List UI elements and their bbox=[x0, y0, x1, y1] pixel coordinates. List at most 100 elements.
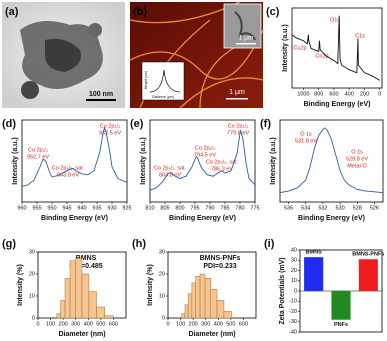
y-axis-label: Intensity (%) bbox=[17, 264, 24, 306]
y-tick-label: -10 bbox=[289, 299, 297, 305]
annotation: Co 2p₁/₂ bbox=[195, 145, 215, 151]
y-tick-label: 0 bbox=[294, 288, 297, 294]
inset-scale-label: 1 μm bbox=[239, 35, 254, 42]
x-tick-label: 930 bbox=[107, 205, 116, 211]
x-tick-label: 775 bbox=[250, 205, 259, 211]
annotation: 529.8 eV bbox=[346, 156, 368, 162]
x-tick-label: 536 bbox=[284, 205, 293, 211]
x-tick-label: 0 bbox=[36, 321, 39, 327]
x-tick-label: 785 bbox=[220, 205, 229, 211]
x-tick-label: 400 bbox=[345, 91, 354, 97]
x-axis-label: Binding Energy (eV) bbox=[41, 215, 108, 222]
x-tick-label: 950 bbox=[47, 205, 56, 211]
bar bbox=[358, 259, 378, 291]
scale-label: 1 μm bbox=[229, 89, 245, 96]
spectrum-line bbox=[279, 127, 384, 194]
histogram-bar bbox=[56, 313, 61, 319]
x-axis-label: Binding Energy (eV) bbox=[169, 215, 236, 222]
inset-xlabel: Distance (μm) bbox=[152, 95, 174, 99]
x-tick-label: 200 bbox=[360, 91, 369, 97]
annotation: 803.8 eV bbox=[159, 172, 181, 178]
panel-label: (d) bbox=[2, 118, 16, 130]
y-tick-label: 20 bbox=[159, 271, 165, 277]
histogram-bar bbox=[187, 293, 193, 319]
histogram-bar bbox=[181, 313, 186, 319]
histogram-bar bbox=[96, 306, 105, 319]
annotation: PDI=0.233 bbox=[203, 263, 236, 270]
histogram-bar bbox=[69, 260, 76, 319]
x-axis-label: Diameter (nm) bbox=[188, 331, 235, 338]
y-axis-label: Intensity (a.u.) bbox=[270, 137, 277, 184]
plot-frame bbox=[279, 119, 384, 203]
annotation: BMNS-PNFs bbox=[200, 255, 241, 262]
annotation: 952.7 eV bbox=[27, 154, 49, 160]
y-tick-label: 30 bbox=[159, 249, 165, 255]
y-tick-label: 40 bbox=[291, 247, 297, 253]
panel-label: (a) bbox=[5, 6, 19, 18]
x-tick-label: 935 bbox=[92, 205, 101, 211]
y-tick-label: 0 bbox=[162, 315, 165, 321]
annotation: 794.5 eV bbox=[194, 152, 216, 158]
panel-a: 100 nm (a) bbox=[2, 2, 125, 108]
x-tick-label: 534 bbox=[301, 205, 310, 211]
plot-frame bbox=[149, 119, 256, 203]
x-tick-label: 925 bbox=[122, 205, 131, 211]
x-tick-label: 532 bbox=[318, 205, 327, 211]
annotation: O 1s bbox=[300, 131, 312, 137]
x-tick-label: 780 bbox=[235, 205, 244, 211]
height-profile-inset bbox=[141, 61, 185, 101]
x-tick-label: 800 bbox=[314, 91, 323, 97]
category-label: BMNS-PNFs bbox=[352, 252, 384, 258]
x-tick-label: 810 bbox=[145, 205, 154, 211]
annotation: PDI=0.485 bbox=[69, 263, 102, 270]
annotation: 786.3 eV bbox=[211, 166, 233, 172]
x-tick-label: 528 bbox=[353, 205, 362, 211]
histogram-bar bbox=[104, 315, 114, 319]
annotation: BMNS bbox=[76, 255, 97, 262]
y-axis-label: Zeta Potentials (mV) bbox=[279, 257, 286, 324]
x-tick-label: 300 bbox=[71, 321, 80, 327]
y-tick-label: -20 bbox=[289, 309, 297, 315]
histogram-bar bbox=[75, 258, 83, 319]
panel-label: (i) bbox=[264, 238, 275, 250]
annotation: O 1s bbox=[351, 149, 363, 155]
y-axis-label: Intensity (a.u.) bbox=[12, 137, 19, 184]
particle bbox=[88, 23, 102, 37]
histogram-bar bbox=[64, 278, 71, 319]
panel-label: (c) bbox=[266, 6, 280, 18]
category-label: BMNS bbox=[306, 250, 323, 256]
x-tick-label: 945 bbox=[62, 205, 71, 211]
x-tick-label: 526 bbox=[370, 205, 379, 211]
annotation: Cu 2p₃/₂, sat. bbox=[52, 165, 85, 171]
y-tick-label: 10 bbox=[29, 293, 35, 299]
x-tick-label: 0 bbox=[166, 321, 169, 327]
particle-core bbox=[45, 38, 81, 72]
x-tick-label: 955 bbox=[32, 205, 41, 211]
spectrum-line bbox=[21, 126, 128, 187]
plot-frame bbox=[291, 7, 383, 89]
y-tick-label: 30 bbox=[29, 249, 35, 255]
x-tick-label: 600 bbox=[239, 321, 248, 327]
y-axis-label: Intensity (a.u.) bbox=[282, 24, 289, 71]
x-axis-label: Binding Energy (eV) bbox=[298, 215, 365, 222]
y-tick-label: 0 bbox=[32, 315, 35, 321]
annotation: Cu 2p₃/₂ bbox=[100, 123, 121, 129]
annotation: 932.5 eV bbox=[99, 130, 121, 136]
x-tick-label: 790 bbox=[205, 205, 214, 211]
bar bbox=[331, 291, 351, 320]
annotation: Cu2p bbox=[293, 45, 306, 51]
annotation: Co 2p₃/₂, sat. bbox=[206, 159, 239, 165]
annotation: C1s bbox=[355, 33, 365, 39]
y-tick-label: 10 bbox=[159, 293, 165, 299]
x-tick-label: 200 bbox=[59, 321, 68, 327]
x-tick-label: 795 bbox=[190, 205, 199, 211]
x-tick-label: 400 bbox=[84, 321, 93, 327]
spectrum-line bbox=[291, 15, 380, 81]
x-tick-label: 300 bbox=[201, 321, 210, 327]
x-tick-label: 500 bbox=[96, 321, 105, 327]
x-tick-label: 600 bbox=[329, 91, 338, 97]
panel-label: (g) bbox=[2, 238, 16, 250]
x-axis-label: Binding Energy (eV) bbox=[304, 101, 371, 108]
